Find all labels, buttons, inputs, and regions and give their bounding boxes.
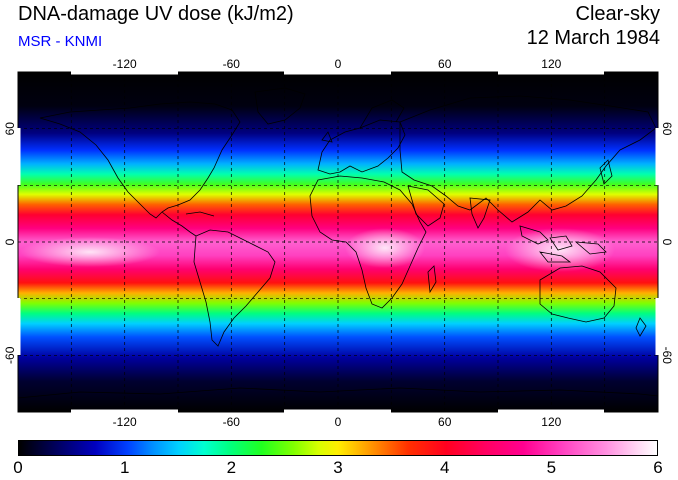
colorbar-label-1: 1	[119, 458, 130, 477]
lon-tick-bottom-4: 60	[438, 415, 452, 429]
lon-tick-bottom-5: 120	[541, 415, 561, 429]
lat-tick-right-2: 0	[660, 239, 674, 246]
colorbar-label-6: 6	[653, 458, 663, 477]
uv-dose-map: -120 -60 0 60 120 -120 -60 0 60 120 60 0…	[3, 57, 674, 429]
lon-tick-top-1: -120	[113, 57, 137, 71]
lon-tick-top-4: 60	[438, 57, 452, 71]
colorbar-label-0: 0	[13, 458, 23, 477]
lat-tick-left-1: 60	[3, 122, 17, 136]
lat-tick-left-3: -60	[3, 346, 17, 364]
bright-region-pacific	[20, 237, 160, 267]
lat-tick-right-3: -60	[660, 347, 674, 365]
map-date: 12 March 1984	[526, 27, 660, 49]
color-scale-bar	[18, 440, 658, 456]
frame-ticks	[17, 71, 659, 413]
sky-condition: Clear-sky	[575, 3, 660, 25]
bright-region-africa	[345, 228, 425, 268]
colorbar-label-2: 2	[226, 458, 237, 477]
lon-tick-top-3: 0	[335, 57, 342, 71]
colorbar-label-4: 4	[439, 458, 450, 477]
lon-tick-top-5: 120	[541, 57, 561, 71]
colorbar-label-3: 3	[333, 458, 343, 477]
lon-tick-top-2: -60	[223, 57, 241, 71]
lat-tick-right-1: 60	[660, 122, 674, 136]
lon-tick-bottom-2: -60	[223, 415, 241, 429]
lon-tick-bottom-3: 0	[335, 415, 342, 429]
bright-region-indonesia	[505, 228, 615, 272]
lat-tick-left-2: 0	[3, 238, 17, 245]
graticule	[18, 72, 658, 412]
coastlines	[17, 87, 659, 399]
map-source: MSR - KNMI	[18, 33, 103, 50]
colorbar-label-5: 5	[546, 458, 557, 477]
lon-tick-bottom-1: -120	[113, 415, 137, 429]
map-title: DNA-damage UV dose (kJ/m2)	[18, 3, 294, 25]
